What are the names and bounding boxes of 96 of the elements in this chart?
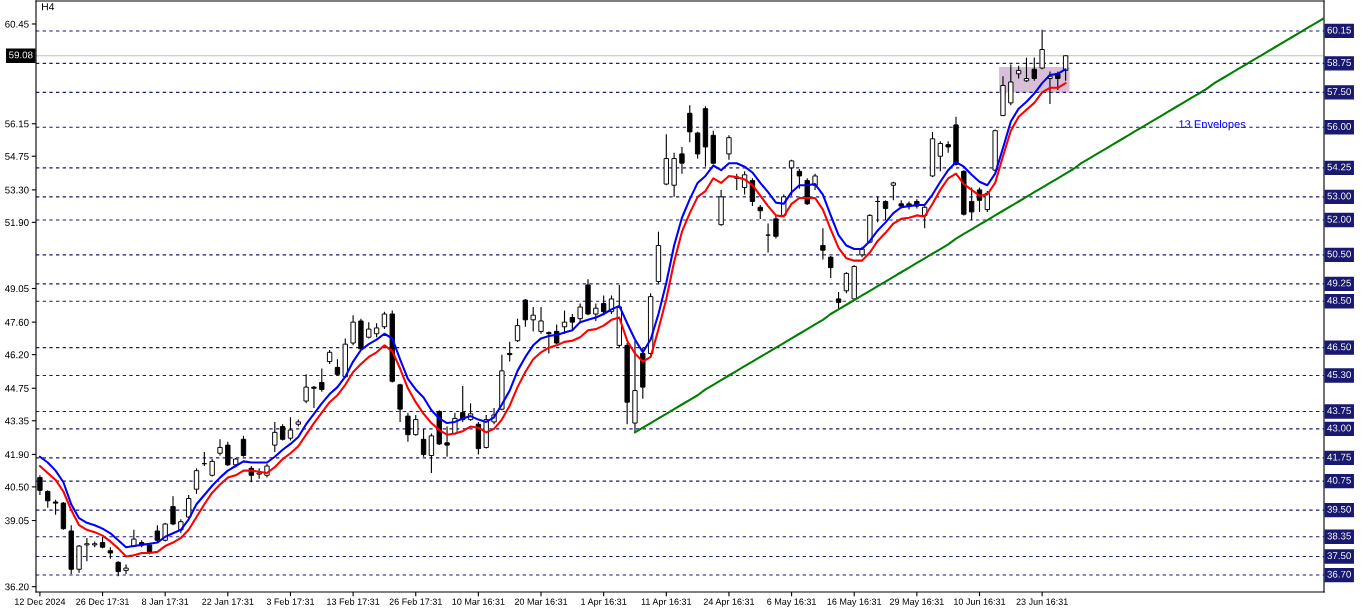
y-tick-label: 51.90 [5, 219, 29, 226]
ref-line-label: 56.00 [1327, 122, 1351, 130]
ref-line-label: 49.25 [1327, 279, 1351, 287]
candlestick [773, 214, 779, 240]
candlestick [820, 227, 826, 261]
y-tick-label: 53.30 [5, 186, 29, 194]
ref-line-label: 54.25 [1327, 163, 1351, 171]
candlestick [937, 140, 944, 172]
candlestick [522, 298, 529, 328]
ref-line-label: 59.08 [9, 51, 33, 59]
candlestick [84, 537, 90, 562]
candlestick [726, 134, 732, 161]
candlestick [882, 199, 889, 221]
ref-line-label: 38.35 [1327, 532, 1351, 540]
candlestick [1031, 57, 1037, 82]
candlestick [350, 314, 356, 346]
ref-line-label: 36.70 [1327, 570, 1351, 578]
x-tick-label: 22 Jan 17:31 [202, 598, 254, 605]
ref-line-label: 58.75 [1327, 59, 1351, 67]
candlestick [687, 104, 693, 143]
ref-line-label: 57.50 [1327, 88, 1351, 96]
x-tick-label: 24 Apr 16:31 [703, 598, 755, 607]
ref-line-label: 46.50 [1327, 343, 1351, 351]
candlestick [303, 373, 309, 404]
candlestick [272, 421, 278, 453]
candlestick [694, 131, 701, 160]
candlestick [193, 467, 200, 495]
y-tick-label: 41.90 [4, 451, 29, 459]
y-tick-label: 54.75 [5, 153, 29, 160]
x-tick-label: 29 May 16:31 [889, 598, 944, 607]
candlestick [679, 146, 685, 175]
candlestick [1008, 64, 1014, 106]
x-tick-label: 23 Jun 16:31 [1016, 598, 1068, 605]
x-tick-label: 6 May 16:31 [767, 598, 816, 607]
candlestick [413, 414, 419, 437]
y-tick-label: 60.45 [5, 20, 29, 28]
candlestick [428, 432, 435, 474]
ref-line-label: 60.15 [1327, 26, 1351, 34]
ref-line-label: 37.50 [1327, 552, 1351, 560]
ref-line-label: 43.00 [1327, 424, 1351, 432]
y-tick-label: 36.20 [5, 583, 29, 591]
candlestick [287, 416, 294, 442]
candlestick [170, 495, 176, 526]
x-tick-label: 10 Mar 16:31 [452, 598, 505, 605]
x-tick-label: 13 Feb 17:31 [327, 598, 380, 605]
y-tick-label: 46.20 [4, 351, 29, 359]
ref-line-label: 45.30 [1327, 371, 1351, 379]
candlestick [217, 438, 223, 457]
ref-line-label: 53.00 [1327, 192, 1351, 200]
candlestick [76, 544, 82, 574]
candlestick [420, 428, 427, 458]
x-tick-label: 16 May 16:31 [827, 598, 882, 607]
y-tick-label: 49.05 [4, 285, 29, 293]
candlestick [123, 564, 129, 575]
candlestick [240, 435, 247, 458]
line-series [633, 17, 1324, 434]
candlestick [546, 330, 552, 355]
x-tick-label: 12 Dec 2024 [15, 598, 66, 605]
ref-line-label: 50.50 [1327, 250, 1351, 258]
ref-line-label: 41.75 [1327, 453, 1351, 461]
y-tick-label: 56.15 [5, 120, 29, 128]
chart-title: H4 [42, 3, 55, 11]
ref-line-label: 52.00 [1327, 215, 1351, 223]
candlestick [507, 341, 513, 363]
y-tick-label: 43.35 [4, 417, 29, 425]
x-tick-label: 1 Apr 16:31 [581, 598, 627, 607]
candlestick [1055, 70, 1061, 91]
y-tick-label: 39.05 [5, 517, 29, 525]
x-tick-label: 8 Jan 17:31 [141, 598, 189, 605]
candlestick [788, 159, 795, 197]
ref-line-label: 48.50 [1327, 296, 1351, 304]
y-tick-label: 44.75 [4, 385, 29, 392]
x-tick-label: 3 Feb 17:31 [266, 598, 315, 605]
x-tick-label: 26 Feb 17:31 [389, 598, 442, 605]
y-tick-label: 47.60 [4, 318, 29, 326]
ref-line-label: 39.50 [1327, 505, 1351, 513]
candlestick [843, 271, 850, 294]
x-tick-label: 11 Apr 16:31 [641, 598, 692, 607]
candlestick [828, 255, 834, 279]
x-tick-label: 20 Mar 16:31 [514, 598, 568, 605]
candlestick [444, 426, 450, 458]
ref-line-label: 43.75 [1327, 407, 1351, 415]
ref-line-label: 40.75 [1327, 476, 1351, 484]
candlestick [1039, 29, 1045, 70]
candlestick [256, 467, 262, 480]
y-tick-label: 40.50 [4, 483, 29, 491]
annotation: 13 Envelopes [1179, 119, 1246, 131]
candlestick [319, 367, 325, 393]
candlestick [514, 318, 521, 343]
candlestick [538, 306, 544, 335]
candlestick [225, 441, 231, 467]
candlestick [530, 306, 536, 332]
x-tick-label: 26 Dec 17:31 [76, 598, 129, 605]
candlestick [405, 412, 411, 443]
candlestick [796, 168, 803, 190]
x-tick-label: 10 Jun 16:31 [954, 598, 1006, 605]
